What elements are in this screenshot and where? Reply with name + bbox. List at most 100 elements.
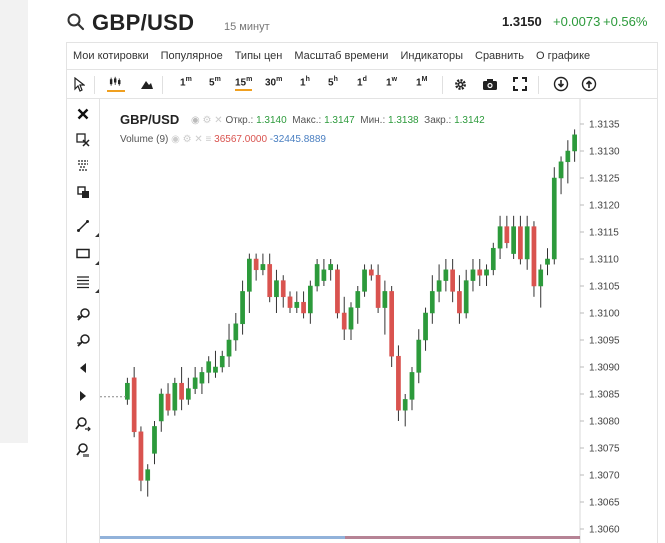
candle-body [165,393,171,411]
download-icon[interactable] [553,76,569,92]
low-label: Мин.: [360,115,386,126]
candle-body [409,372,415,400]
y-tick-label: 1.3115 [589,228,619,239]
chart-toolbar: 1m 5m 15m 30m 1h 5h 1d 1w 1M [66,69,658,99]
candle-body [402,399,408,411]
y-tick-label: 1.3085 [589,390,620,401]
candle-body [490,247,496,271]
close-icon[interactable] [73,105,93,123]
interval-1M[interactable]: 1M [416,76,428,89]
candle-body [389,291,395,357]
zoom-fit-icon[interactable] [73,415,93,433]
candle-body [240,291,245,325]
cursor-icon[interactable] [73,77,85,92]
interval-1m[interactable]: 1m [180,76,192,89]
candle-body [484,269,489,276]
menu-indicators[interactable]: Индикаторы [400,50,463,62]
candle-body [213,366,218,373]
interval-30m[interactable]: 30m [265,76,283,89]
price-change-percent: +0.56% [603,14,648,29]
candle-body [294,301,300,308]
y-tick-label: 1.3120 [589,201,620,212]
trend-line-icon[interactable] [73,217,99,237]
candle-body [172,382,178,411]
candle-body [274,280,279,298]
interval-1d[interactable]: 1d [357,76,367,89]
search-icon[interactable] [66,12,86,32]
toolbar-separator [538,76,539,94]
camera-icon[interactable] [482,78,498,91]
settings-small-icon[interactable]: ⚙ [202,115,212,126]
scroll-right-icon[interactable] [73,387,93,405]
candle-body [307,285,313,314]
rectangle-icon[interactable] [73,245,99,265]
fullscreen-icon[interactable] [513,77,527,91]
candle-body [152,426,157,454]
menu-about-chart[interactable]: О графике [536,50,591,62]
candle-body [436,280,442,292]
candle-body [179,382,184,400]
left-panel-strip [0,0,28,443]
zoom-in-icon[interactable] [73,305,93,323]
interval-1h[interactable]: 1h [300,76,310,89]
remove-small-icon[interactable]: ✕ [214,115,223,126]
candle-body [131,377,137,433]
candle-body [565,150,571,163]
chart-area[interactable]: 1.3135 1.3130 1.3125 1.3120 1.3115 1.3110 1.31… [100,99,658,543]
clone-icon[interactable] [73,183,93,201]
open-value: 1.3140 [256,115,287,126]
pair-title: GBP/USD [92,10,195,35]
menu-my-quotes[interactable]: Мои котировки [73,50,149,62]
candle-body [470,269,476,281]
candlestick-chart[interactable]: 1.3135 1.3130 1.3125 1.3120 1.3115 1.3110 1.31… [100,99,658,543]
fibonacci-icon[interactable] [73,273,99,293]
zoom-out-icon[interactable] [73,331,93,349]
timeframe-label: 15 минут [224,21,270,33]
scroll-left-icon[interactable] [73,359,93,377]
candle-body [572,134,577,152]
candle-body [321,269,327,281]
candle-body [450,269,455,292]
interval-5m[interactable]: 5m [209,76,221,89]
interval-5h[interactable]: 5h [328,76,338,89]
toolbar-separator [94,76,95,94]
y-tick-label: 1.3110 [589,255,619,266]
upload-icon[interactable] [581,76,597,92]
y-tick-label: 1.3090 [589,363,620,374]
candle-body [233,323,239,341]
interval-15m[interactable]: 15m [235,76,253,92]
zoom-reset-icon[interactable] [73,441,93,459]
magnet-icon[interactable] [73,157,93,175]
candle-body [524,226,530,260]
remove-drawings-icon[interactable] [73,131,93,149]
y-tick-label: 1.3060 [589,525,620,536]
price-change: +0.0073 [553,14,601,29]
candle-body [504,226,510,244]
candle-body [531,226,537,287]
candle-body [538,269,544,287]
interval-1w[interactable]: 1w [386,76,398,89]
candle-body [186,388,191,400]
menu-popular[interactable]: Популярное [160,50,223,62]
candle-body [558,161,564,179]
menu-price-types[interactable]: Типы цен [234,50,283,62]
y-tick-label: 1.3095 [589,336,620,347]
candlestick-chart-icon[interactable] [107,76,125,92]
candle-body [518,226,523,260]
candle-body [429,291,435,314]
menu-compare[interactable]: Сравнить [475,50,525,62]
volume-down-value: -32445.8889 [269,134,326,145]
candle-body [477,269,483,276]
volume-up-value: 36567.0000 [214,134,268,145]
volume-bar-strip-down [345,536,580,539]
mountain-chart-icon[interactable] [140,78,154,90]
eye-icon[interactable]: ◉ [191,115,200,126]
menu-time-scale[interactable]: Масштаб времени [294,50,389,62]
gear-icon[interactable] [453,77,468,92]
submenu-indicator [95,261,99,265]
candle-body [368,269,374,276]
volume-icons[interactable]: ◉ ⚙ ✕ ≡ [171,134,212,145]
toolbar-separator [162,76,163,94]
candle-body [247,258,252,292]
candle-body [511,226,516,254]
